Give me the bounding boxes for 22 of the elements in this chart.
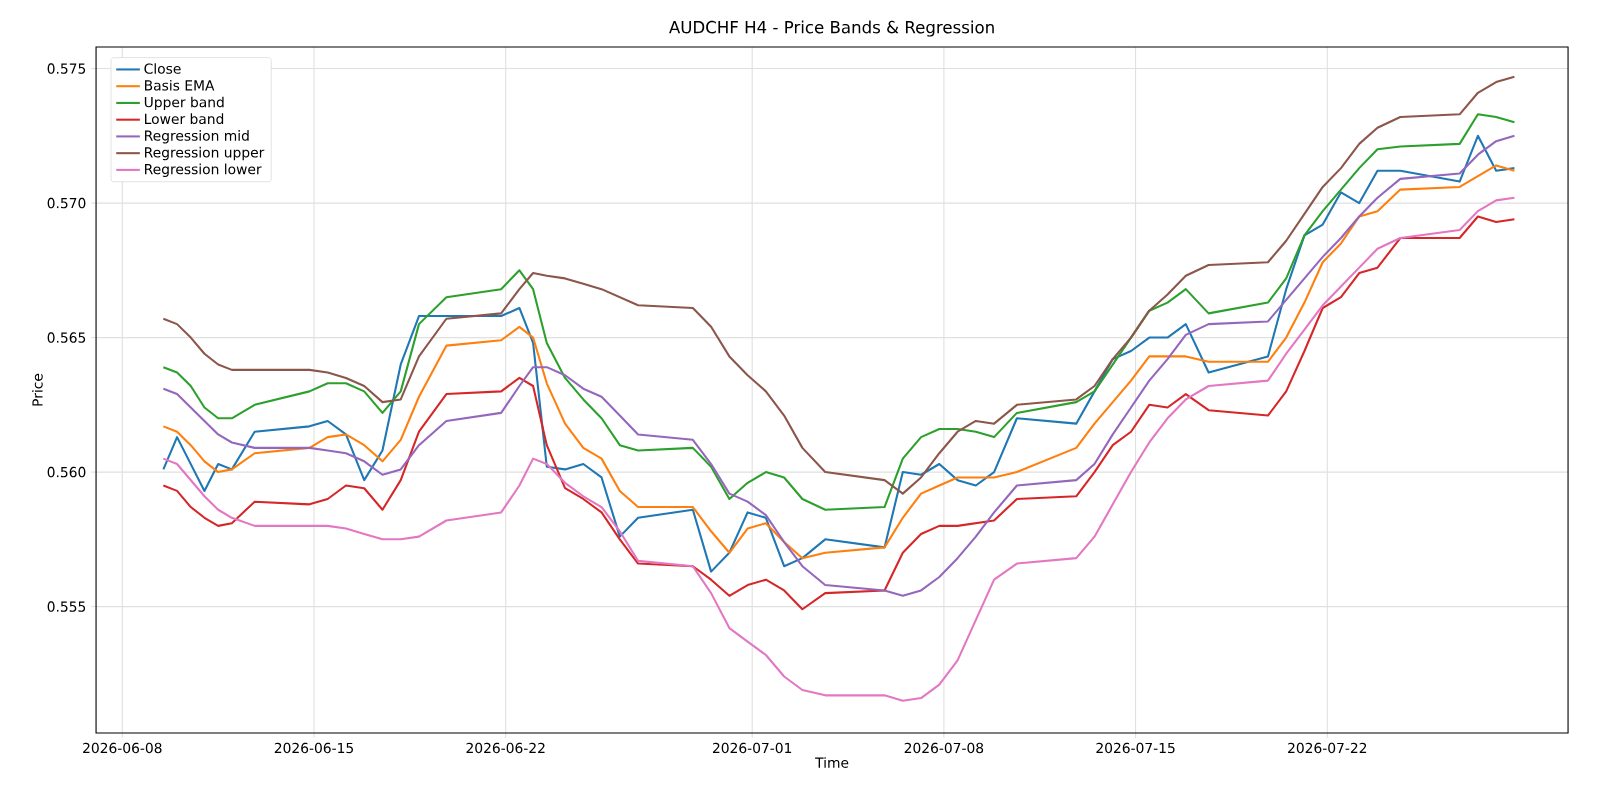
x-tick-label: 2026-06-22 [466, 742, 545, 754]
x-axis-title: Time [815, 757, 849, 768]
y-tick-label: 0.555 [47, 601, 86, 612]
legend-label: Lower band [145, 113, 224, 125]
legend-label: Close [144, 63, 181, 74]
y-tick-label: 0.565 [47, 332, 86, 343]
x-tick-label: 2026-07-15 [1096, 742, 1175, 754]
legend-label: Regression upper [145, 146, 265, 161]
x-tick-label: 2026-07-22 [1288, 742, 1367, 754]
x-tick-label: 2026-06-08 [83, 742, 162, 754]
legend-label: Upper band [144, 96, 224, 111]
x-tick-label: 2026-07-01 [712, 742, 792, 754]
y-tick-label: 0.560 [47, 466, 86, 478]
y-axis-title: Price [32, 373, 43, 406]
y-tick-label: 0.575 [47, 63, 86, 74]
legend-label: Basis EMA [145, 79, 215, 91]
legend-label: Regression lower [145, 163, 262, 178]
x-tick-label: 2026-06-15 [274, 742, 353, 754]
legend-label: Regression mid [145, 130, 249, 144]
y-tick-label: 0.570 [47, 197, 86, 209]
chart-title: AUDCHF H4 - Price Bands & Regression [669, 20, 994, 37]
x-tick-label: 2026-07-08 [904, 742, 984, 754]
